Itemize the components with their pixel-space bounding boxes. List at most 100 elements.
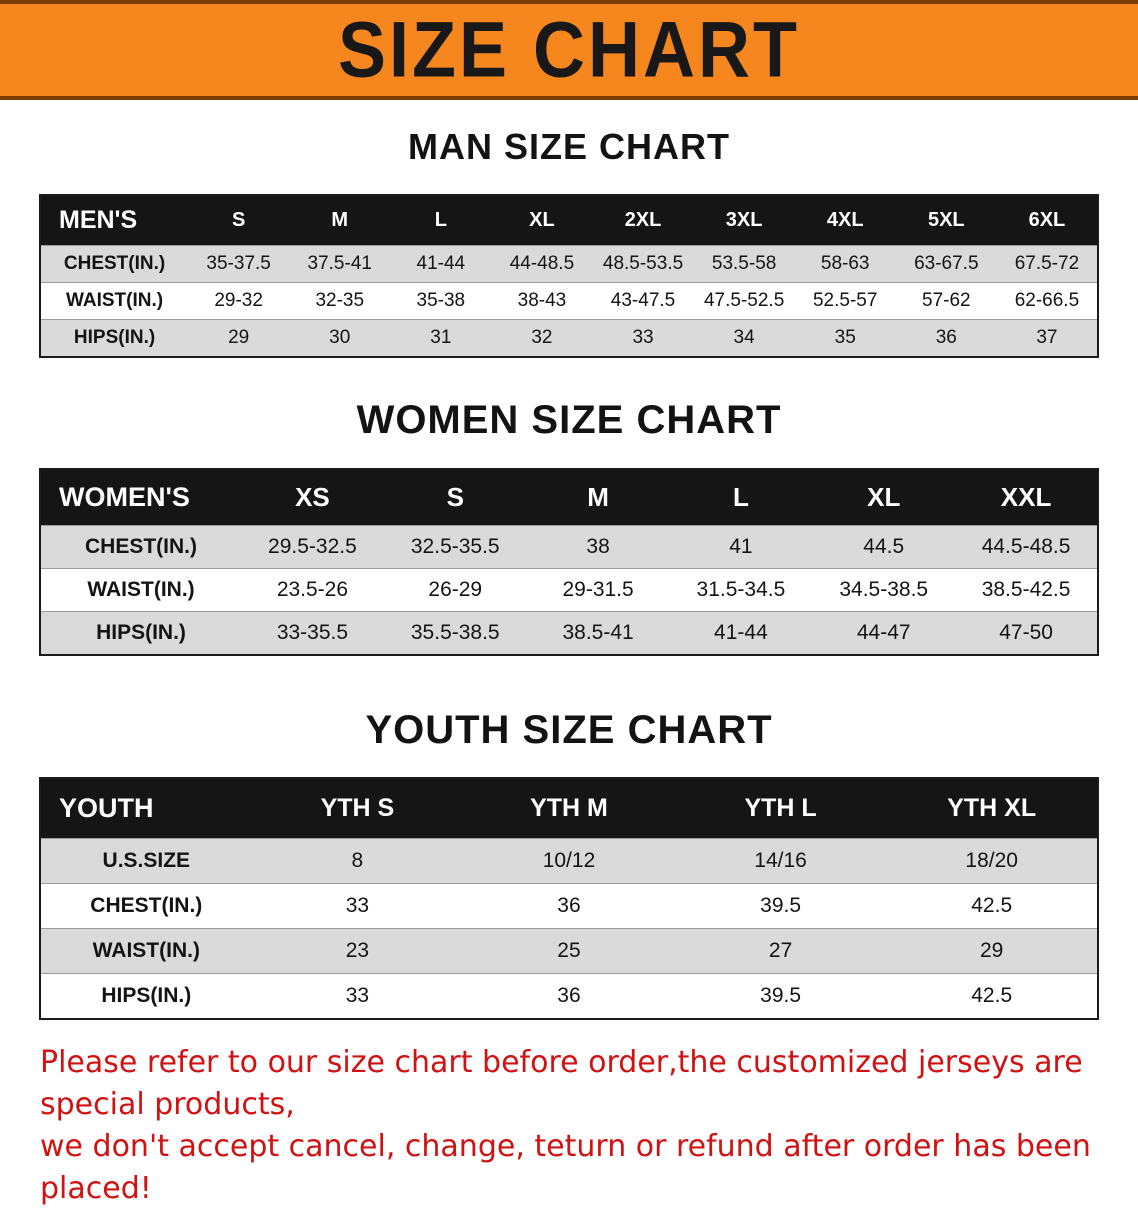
measurement-value: 41-44: [390, 245, 492, 283]
measurement-label: HIPS(IN.): [40, 611, 242, 655]
size-header-cell: S: [383, 469, 527, 526]
measurement-value: 43-47.5: [592, 282, 694, 320]
measurement-value: 37: [996, 319, 1098, 357]
measurement-value: 39.5: [674, 973, 887, 1019]
man-size-heading: MAN SIZE CHART: [408, 126, 730, 167]
measurement-value: 33: [592, 319, 694, 357]
measurement-value: 48.5-53.5: [592, 245, 694, 283]
measurement-value: 35-37.5: [188, 245, 290, 283]
measurement-value: 62-66.5: [996, 282, 1098, 320]
measurement-row: HIPS(IN.) 33 36 39.5 42.5: [40, 973, 1098, 1019]
womens-size-table: WOMEN'S XS S M L XL XXL CHEST(IN.) 29.5-32.5 32.…: [39, 468, 1099, 656]
size-header-cell: 3XL: [693, 195, 795, 246]
size-chart-banner: SIZE CHART: [0, 0, 1138, 100]
table-title-cell: YOUTH: [40, 778, 252, 839]
measurement-row: CHEST(IN.) 33 36 39.5 42.5: [40, 883, 1098, 929]
measurement-value: 44-47: [812, 611, 956, 655]
size-header-cell: YTH XL: [886, 778, 1098, 839]
size-header-cell: XL: [491, 195, 593, 246]
measurement-value: 44-48.5: [491, 245, 593, 283]
table-title-cell: MEN'S: [40, 195, 189, 246]
measurement-value: 35-38: [390, 282, 492, 320]
measurement-value: 38.5-41: [526, 611, 670, 655]
measurement-value: 34.5-38.5: [812, 568, 956, 612]
measurement-value: 29: [886, 928, 1098, 974]
size-header-cell: YTH L: [674, 778, 887, 839]
measurement-label: HIPS(IN.): [40, 973, 252, 1019]
measurement-value: 41-44: [669, 611, 813, 655]
measurement-value: 34: [693, 319, 795, 357]
measurement-value: 32: [491, 319, 593, 357]
measurement-value: 38-43: [491, 282, 593, 320]
measurement-label: CHEST(IN.): [40, 883, 252, 929]
size-header-cell: YTH S: [251, 778, 464, 839]
measurement-value: 25: [463, 928, 675, 974]
measurement-value: 32-35: [289, 282, 391, 320]
measurement-value: 38.5-42.5: [955, 568, 1098, 612]
size-header-cell: 4XL: [794, 195, 896, 246]
disclaimer-line-2: we don't accept cancel, change, teturn o…: [40, 1129, 1091, 1206]
measurement-label: CHEST(IN.): [40, 525, 242, 569]
measurement-value: 42.5: [886, 973, 1098, 1019]
size-header-cell: XS: [241, 469, 384, 526]
size-header-cell: 5XL: [895, 195, 997, 246]
measurement-value: 37.5-41: [289, 245, 391, 283]
measurement-row: CHEST(IN.) 35-37.5 37.5-41 41-44 44-48.5 48.5…: [40, 245, 1098, 283]
measurement-label: WAIST(IN.): [40, 568, 242, 612]
measurement-row: HIPS(IN.) 29 30 31 32 33 34 35 36 37: [40, 319, 1098, 357]
table-body: U.S.SIZE 8 10/12 14/16 18/20 CHEST(IN.) 33 36 39…: [40, 838, 1098, 1019]
size-header-cell: YTH M: [463, 778, 675, 839]
table-header-row: YOUTH YTH S YTH M YTH L YTH XL: [40, 778, 1098, 839]
youth-size-table: YOUTH YTH S YTH M YTH L YTH XL U.S.SIZE 8 10/1…: [39, 777, 1099, 1020]
measurement-value: 29.5-32.5: [241, 525, 384, 569]
measurement-value: 35: [794, 319, 896, 357]
measurement-label: HIPS(IN.): [40, 319, 189, 357]
size-header-cell: 6XL: [996, 195, 1098, 246]
measurement-value: 44.5: [812, 525, 956, 569]
measurement-value: 44.5-48.5: [955, 525, 1098, 569]
measurement-label: CHEST(IN.): [40, 245, 189, 283]
measurement-value: 14/16: [674, 838, 887, 884]
measurement-value: 42.5: [886, 883, 1098, 929]
measurement-row: WAIST(IN.) 29-32 32-35 35-38 38-43 43-47.5 47.…: [40, 282, 1098, 320]
measurement-value: 29: [188, 319, 290, 357]
measurement-value: 36: [463, 883, 675, 929]
table-body: CHEST(IN.) 35-37.5 37.5-41 41-44 44-48.5 48.5…: [40, 245, 1098, 357]
measurement-value: 39.5: [674, 883, 887, 929]
size-header-cell: L: [390, 195, 492, 246]
measurement-row: WAIST(IN.) 23 25 27 29: [40, 928, 1098, 974]
measurement-value: 27: [674, 928, 887, 974]
table-body: CHEST(IN.) 29.5-32.5 32.5-35.5 38 41 44.5 44.5…: [40, 525, 1098, 655]
measurement-value: 8: [251, 838, 464, 884]
women-size-section: WOMEN SIZE CHART WOMEN'S XS S M L XL XXL CHEST…: [0, 398, 1138, 656]
measurement-row: WAIST(IN.) 23.5-26 26-29 29-31.5 31.5-34.5 34…: [40, 568, 1098, 612]
disclaimer-text: Please refer to our size chart before or…: [40, 1042, 1118, 1210]
size-header-cell: L: [669, 469, 813, 526]
measurement-value: 18/20: [886, 838, 1098, 884]
measurement-row: HIPS(IN.) 33-35.5 35.5-38.5 38.5-41 41-44 44-…: [40, 611, 1098, 655]
table-header-row: WOMEN'S XS S M L XL XXL: [40, 469, 1098, 526]
measurement-value: 23: [251, 928, 464, 974]
measurement-value: 33-35.5: [241, 611, 384, 655]
measurement-value: 47-50: [955, 611, 1098, 655]
table-header-row: MEN'S S M L XL 2XL 3XL 4XL 5XL 6XL: [40, 195, 1098, 246]
size-header-cell: S: [188, 195, 290, 246]
measurement-value: 29-31.5: [526, 568, 670, 612]
measurement-value: 26-29: [383, 568, 527, 612]
size-header-cell: M: [289, 195, 391, 246]
mens-size-table: MEN'S S M L XL 2XL 3XL 4XL 5XL 6XL CHEST(IN.) 35-3…: [39, 194, 1099, 358]
measurement-value: 53.5-58: [693, 245, 795, 283]
measurement-value: 63-67.5: [895, 245, 997, 283]
measurement-row: U.S.SIZE 8 10/12 14/16 18/20: [40, 838, 1098, 884]
table-title-cell: WOMEN'S: [40, 469, 242, 526]
measurement-value: 52.5-57: [794, 282, 896, 320]
measurement-value: 30: [289, 319, 391, 357]
size-header-cell: XL: [812, 469, 956, 526]
size-header-cell: 2XL: [592, 195, 694, 246]
youth-size-heading: YOUTH SIZE CHART: [365, 708, 773, 752]
measurement-label: U.S.SIZE: [40, 838, 252, 884]
measurement-value: 29-32: [188, 282, 290, 320]
measurement-label: WAIST(IN.): [40, 928, 252, 974]
measurement-value: 33: [251, 973, 464, 1019]
banner-title: SIZE CHART: [338, 5, 800, 94]
